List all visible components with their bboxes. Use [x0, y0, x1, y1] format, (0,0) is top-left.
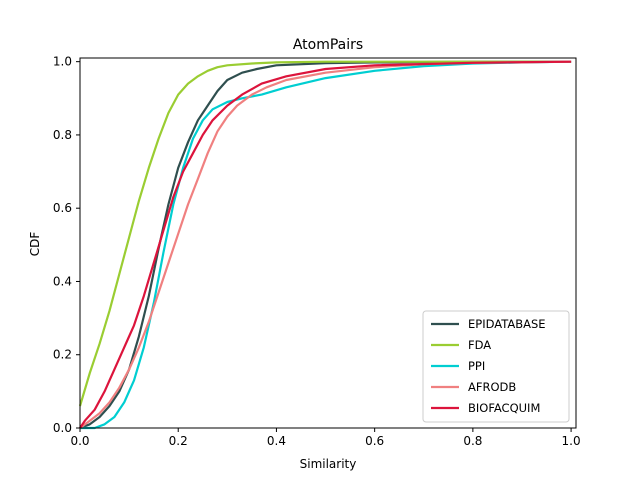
series-line-biofacquim	[79, 60, 572, 429]
series-line-afrodb	[79, 60, 572, 429]
chart-title: AtomPairs	[293, 37, 363, 53]
y-tick-label: 0.6	[53, 201, 72, 215]
plot-area	[78, 57, 577, 430]
legend-label-fda: FDA	[468, 338, 491, 352]
plot-frame	[79, 57, 577, 429]
x-tick-label: 0.4	[267, 434, 286, 448]
y-tick-label: 1.0	[53, 55, 72, 69]
y-tick-label: 0.8	[53, 128, 72, 142]
series-line-epidatabase	[79, 60, 572, 430]
x-axis-ticks: 0.0 0.2 0.4 0.6 0.8 1.0	[70, 428, 581, 448]
series-line-ppi	[80, 60, 572, 430]
y-tick-label: 0.2	[53, 348, 72, 362]
legend-label-biofacquim: BIOFACQUIM	[468, 401, 540, 415]
y-tick-label: 0.4	[53, 274, 72, 288]
x-tick-label: 0.8	[463, 434, 482, 448]
y-axis-label: CDF	[28, 232, 42, 257]
legend: EPIDATABASE FDA PPI AFRODB BIOFACQUIM	[422, 310, 570, 423]
y-axis-ticks: 0.0 0.2 0.4 0.6 0.8 1.0	[53, 55, 80, 435]
x-axis-label: Similarity	[300, 457, 357, 471]
legend-box	[422, 310, 570, 423]
legend-label-epidatabase: EPIDATABASE	[468, 317, 546, 331]
x-tick-label: 0.0	[70, 434, 89, 448]
y-tick-label: 0.0	[53, 421, 72, 435]
x-tick-label: 0.2	[169, 434, 188, 448]
series-line-fda	[78, 60, 572, 407]
x-tick-label: 0.6	[365, 434, 384, 448]
x-tick-label: 1.0	[562, 434, 581, 448]
legend-label-ppi: PPI	[468, 359, 485, 373]
legend-label-afrodb: AFRODB	[468, 380, 516, 394]
